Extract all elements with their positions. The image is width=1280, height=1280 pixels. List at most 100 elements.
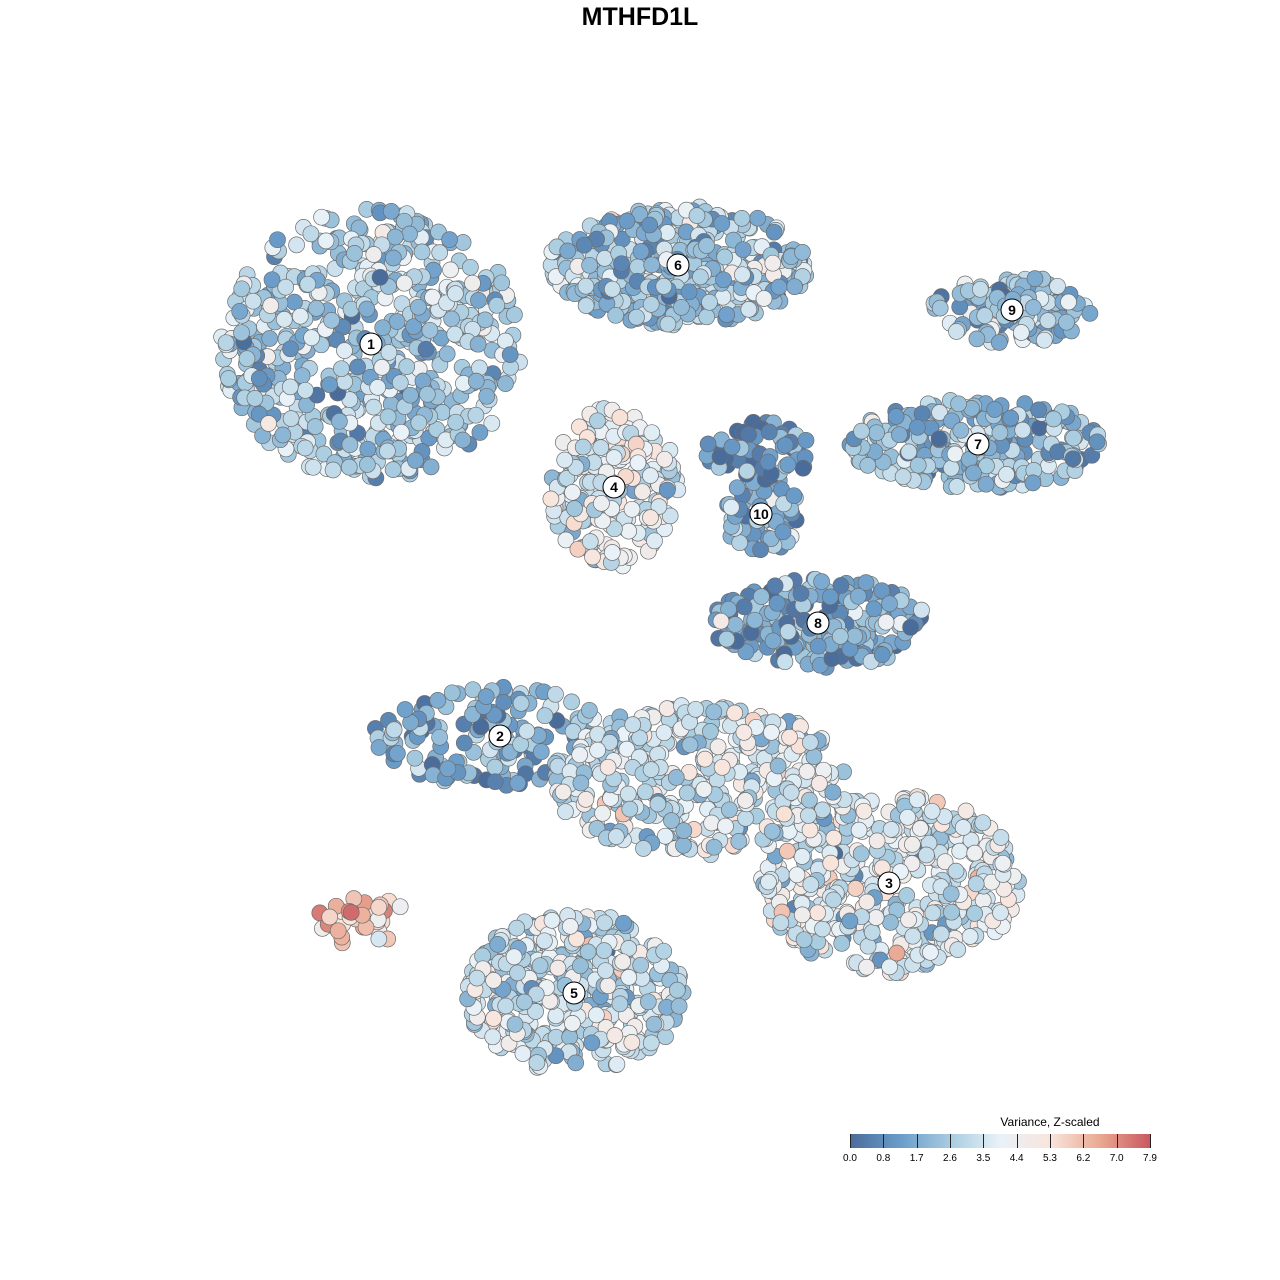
data-point [948, 323, 965, 340]
data-point [949, 941, 967, 958]
data-point [620, 969, 638, 986]
data-point [954, 819, 972, 836]
data-point [583, 1034, 601, 1052]
data-point [599, 977, 617, 995]
data-point [574, 438, 592, 456]
data-point [705, 703, 723, 721]
data-point [990, 334, 1008, 351]
data-point [518, 722, 536, 740]
data-point [722, 498, 740, 516]
legend-tick-label: 5.3 [1043, 1153, 1057, 1164]
data-point [881, 595, 898, 613]
data-point [388, 313, 406, 330]
data-point [1045, 410, 1062, 428]
legend-tick-label: 0.0 [843, 1153, 857, 1164]
data-point [557, 531, 575, 549]
data-point [333, 360, 350, 378]
data-point [349, 358, 366, 376]
data-point [401, 225, 418, 243]
data-point [392, 423, 410, 441]
data-point [873, 582, 891, 600]
data-point [231, 303, 249, 320]
data-point [763, 724, 780, 741]
data-point [859, 937, 877, 955]
data-point [421, 321, 439, 339]
data-point [794, 244, 811, 261]
data-point [1049, 277, 1066, 295]
data-point [801, 791, 818, 809]
data-point [853, 422, 870, 440]
chart-title: MTHFD1L [581, 3, 699, 31]
data-point [386, 228, 404, 246]
data-point [564, 484, 581, 501]
data-point [793, 906, 811, 924]
data-point [759, 453, 777, 471]
data-point [899, 808, 916, 826]
data-point [680, 283, 698, 301]
data-point [740, 426, 757, 443]
data-point [776, 436, 794, 454]
legend-tick [1116, 1134, 1118, 1148]
data-point [329, 922, 347, 940]
data-point [629, 258, 647, 276]
data-point [447, 285, 464, 302]
data-point [942, 885, 960, 903]
data-point [402, 386, 419, 404]
data-point [564, 1015, 581, 1032]
data-point [557, 803, 574, 821]
data-point [274, 426, 292, 444]
data-point [263, 271, 281, 289]
data-point [805, 748, 823, 766]
data-point [572, 957, 589, 975]
legend-tick-label: 1.7 [909, 1153, 924, 1164]
legend-title: Variance, Z-scaled [1000, 1115, 1100, 1129]
data-point [1058, 313, 1075, 331]
data-point [528, 1054, 546, 1071]
data-point [658, 224, 676, 241]
data-point [775, 805, 793, 823]
data-point [246, 390, 264, 407]
data-point [1081, 305, 1099, 322]
data-point [515, 993, 533, 1011]
data-point [260, 415, 277, 432]
data-point [486, 773, 504, 791]
data-point [776, 653, 794, 671]
data-point [825, 891, 842, 909]
data-point [454, 431, 472, 449]
data-point [429, 692, 447, 709]
data-point [713, 758, 731, 776]
data-point [615, 914, 632, 932]
data-point [942, 459, 960, 477]
data-point [233, 324, 250, 342]
data-point [946, 445, 964, 463]
data-point [379, 442, 396, 460]
data-point [814, 801, 831, 819]
data-point [752, 541, 769, 559]
data-point [898, 887, 916, 904]
data-point [447, 413, 465, 431]
data-point [441, 231, 458, 248]
data-point [793, 848, 811, 865]
data-point [547, 685, 564, 703]
data-point [629, 454, 647, 472]
legend-tick [1083, 1134, 1085, 1148]
data-point [974, 814, 992, 832]
cluster-label-text: 4 [610, 479, 618, 495]
data-point [1026, 270, 1044, 287]
data-point [800, 807, 817, 824]
data-point [823, 650, 841, 667]
data-point [966, 905, 983, 922]
data-point [614, 953, 632, 971]
data-point [642, 761, 660, 778]
data-point [468, 969, 486, 987]
data-point [277, 278, 295, 296]
data-point [718, 630, 736, 648]
data-point [824, 783, 842, 801]
data-point [785, 487, 803, 505]
data-point [1088, 433, 1106, 451]
data-point [571, 746, 589, 764]
data-point [306, 418, 324, 435]
data-point [781, 728, 798, 746]
data-point [398, 358, 416, 375]
data-point [825, 829, 843, 847]
